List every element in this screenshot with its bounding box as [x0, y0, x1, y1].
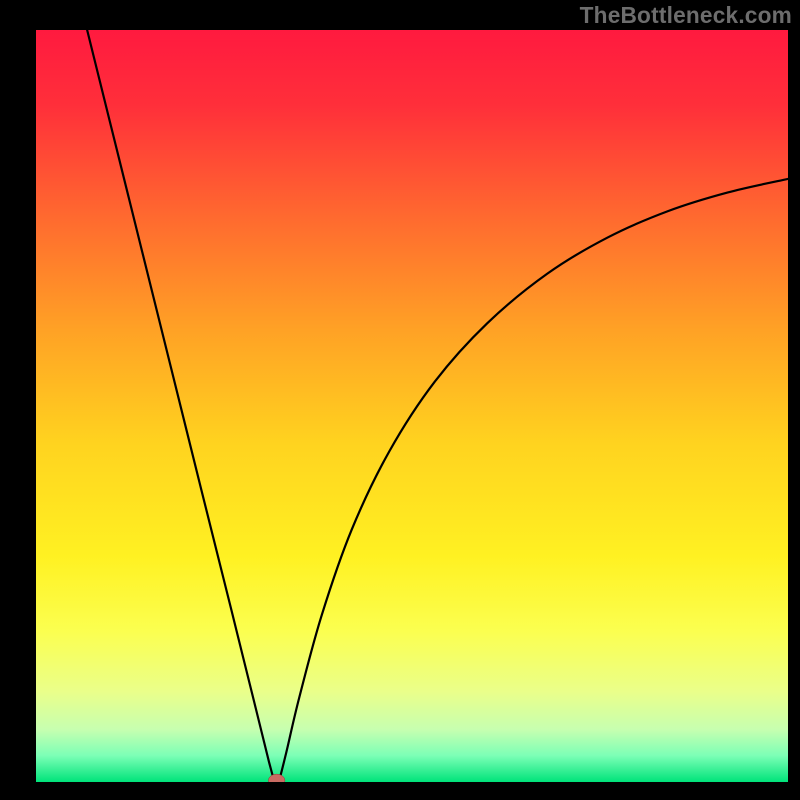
minimum-marker	[268, 774, 285, 782]
curve-right-branch	[279, 179, 788, 782]
outer-frame: TheBottleneck.com	[0, 0, 800, 800]
plot-area	[36, 30, 788, 782]
bottleneck-curve-chart	[36, 30, 788, 782]
watermark-text: TheBottleneck.com	[580, 2, 792, 29]
curve-left-branch	[87, 30, 274, 782]
gradient-background	[36, 30, 788, 782]
